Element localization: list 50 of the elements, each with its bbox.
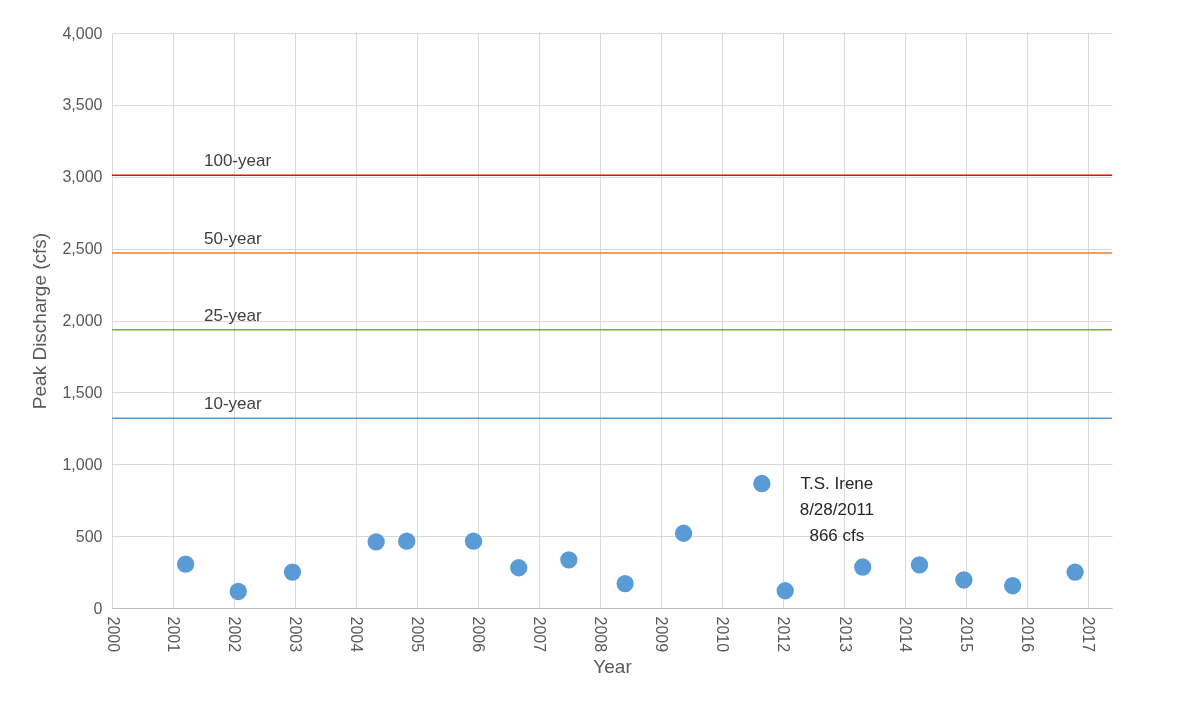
x-tick-label: 2008 [592,616,610,653]
y-tick-label: 2,500 [62,240,103,258]
x-tick-label: 2015 [958,616,976,653]
x-tick-label: 2012 [775,616,793,653]
x-tick-label: 2013 [836,616,854,653]
x-tick-label: 2005 [409,616,427,653]
point [367,533,385,551]
point [776,582,794,600]
x-tick-label: 2014 [897,616,915,653]
ref-line-label: 50-year [204,228,262,248]
x-tick-label: 2001 [165,616,183,653]
ref-line-label: 100-year [204,151,272,171]
x-tick-label: 2016 [1019,616,1037,653]
x-tick-label: 2017 [1080,616,1098,653]
x-tick-label: 2004 [348,616,366,653]
y-tick-label: 3,000 [62,168,103,186]
point [854,558,872,576]
x-tick-label: 2006 [470,616,488,653]
x-tick-label: 2007 [531,616,549,653]
point [910,556,929,574]
point [510,559,528,577]
x-tick-label: 2009 [653,616,671,653]
point [1003,577,1022,595]
point [955,571,973,589]
y-tick-label: 1,000 [62,455,103,473]
y-tick-label: 0 [93,599,103,617]
y-tick-label: 3,500 [62,96,103,114]
y-tick-label: 500 [75,527,103,545]
point [1066,563,1084,581]
point [753,474,771,493]
x-tick-label: 2003 [287,616,305,653]
point [229,582,247,601]
y-axis-title: Peak Discharge (cfs) [29,232,51,410]
x-tick-label: 2000 [104,616,122,653]
y-tick-label: 4,000 [62,24,103,42]
y-tick-label: 2,000 [62,312,103,329]
ref-line-label: 25-year [204,305,262,325]
point [398,532,416,550]
point [176,555,195,573]
ref-line-label: 10-year [204,394,262,414]
point [560,551,578,569]
x-tick-label: 2002 [226,616,244,653]
y-tick-label: 1,500 [62,383,103,401]
point [674,524,693,542]
point [616,574,634,593]
point [464,532,483,550]
point [283,563,302,581]
annotation: T.S. Irene 8/28/2011 866 cfs [799,473,875,545]
x-axis-title: Year [593,656,633,678]
x-tick-label: 2010 [714,616,732,653]
